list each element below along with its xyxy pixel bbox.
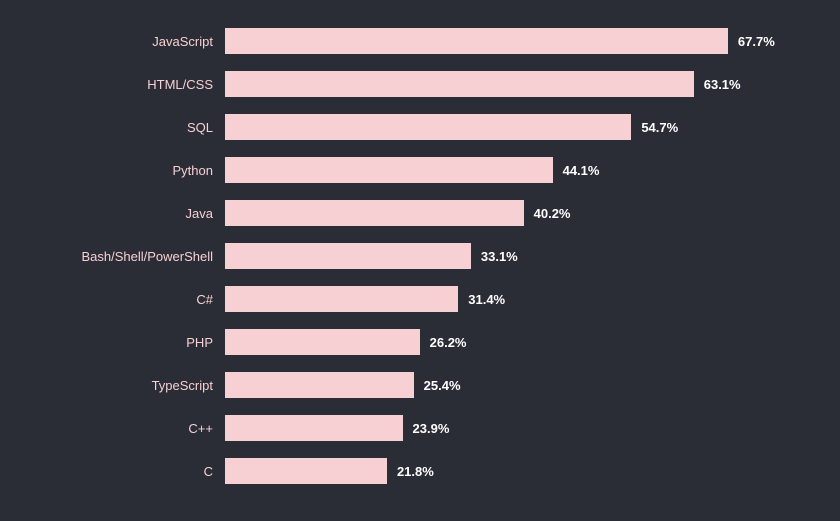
- bar-label: TypeScript: [40, 378, 225, 393]
- bar-track: [225, 28, 728, 54]
- bar-value: 67.7%: [738, 34, 775, 49]
- bar-fill: [225, 329, 420, 355]
- bar-track: [225, 415, 403, 441]
- bar-track: [225, 157, 553, 183]
- bar-value: 40.2%: [534, 206, 571, 221]
- bar-value: 33.1%: [481, 249, 518, 264]
- bar-row: C++ 23.9%: [40, 415, 800, 441]
- bar-value: 25.4%: [424, 378, 461, 393]
- bar-label: PHP: [40, 335, 225, 350]
- bar-fill: [225, 157, 553, 183]
- bar-fill: [225, 458, 387, 484]
- bar-label: Bash/Shell/PowerShell: [40, 249, 225, 264]
- bar-row: JavaScript 67.7%: [40, 28, 800, 54]
- bar-label: Python: [40, 163, 225, 178]
- bar-label: Java: [40, 206, 225, 221]
- bar-row: HTML/CSS 63.1%: [40, 71, 800, 97]
- bar-track: [225, 329, 420, 355]
- bar-track: [225, 200, 524, 226]
- bar-track: [225, 372, 414, 398]
- bar-fill: [225, 28, 728, 54]
- bar-row: Bash/Shell/PowerShell 33.1%: [40, 243, 800, 269]
- bar-value: 26.2%: [430, 335, 467, 350]
- bar-track: [225, 243, 471, 269]
- language-popularity-chart: JavaScript 67.7% HTML/CSS 63.1% SQL 54.7…: [0, 0, 840, 521]
- bar-track: [225, 71, 694, 97]
- bar-fill: [225, 243, 471, 269]
- bar-value: 23.9%: [413, 421, 450, 436]
- bar-value: 31.4%: [468, 292, 505, 307]
- bar-label: JavaScript: [40, 34, 225, 49]
- bar-track: [225, 286, 458, 312]
- bar-label: HTML/CSS: [40, 77, 225, 92]
- bar-row: Python 44.1%: [40, 157, 800, 183]
- bar-row: C# 31.4%: [40, 286, 800, 312]
- bar-row: Java 40.2%: [40, 200, 800, 226]
- bar-track: [225, 458, 387, 484]
- bar-fill: [225, 372, 414, 398]
- bar-fill: [225, 114, 631, 140]
- bar-label: C++: [40, 421, 225, 436]
- bar-track: [225, 114, 631, 140]
- bar-value: 54.7%: [641, 120, 678, 135]
- bar-value: 21.8%: [397, 464, 434, 479]
- bar-label: C: [40, 464, 225, 479]
- bar-fill: [225, 415, 403, 441]
- bar-value: 44.1%: [563, 163, 600, 178]
- bar-fill: [225, 71, 694, 97]
- bar-row: SQL 54.7%: [40, 114, 800, 140]
- bar-row: TypeScript 25.4%: [40, 372, 800, 398]
- bar-fill: [225, 200, 524, 226]
- bar-label: C#: [40, 292, 225, 307]
- bar-row: PHP 26.2%: [40, 329, 800, 355]
- bar-fill: [225, 286, 458, 312]
- bar-value: 63.1%: [704, 77, 741, 92]
- bar-label: SQL: [40, 120, 225, 135]
- bar-row: C 21.8%: [40, 458, 800, 484]
